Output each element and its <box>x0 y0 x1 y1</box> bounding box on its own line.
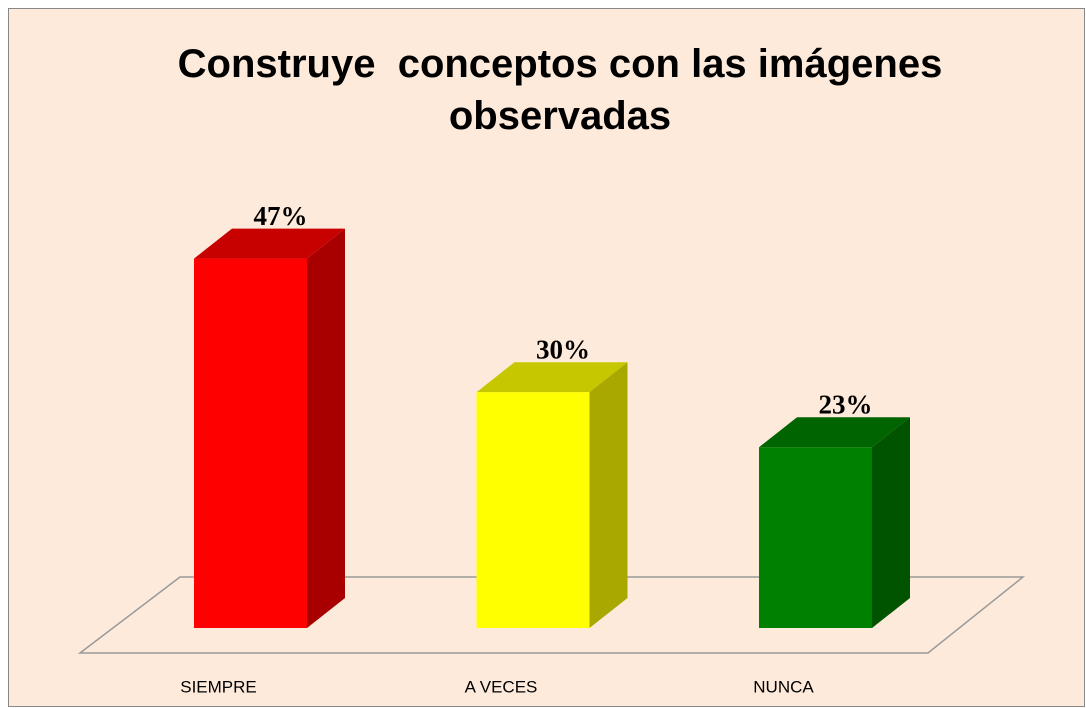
bar-side <box>872 417 910 628</box>
bar <box>476 392 590 628</box>
value-label: 30% <box>536 334 590 364</box>
category-label: A VECES <box>465 677 538 696</box>
category-label: NUNCA <box>753 677 814 696</box>
bar-side <box>307 228 345 628</box>
bar <box>194 258 307 628</box>
chart-title: Construye conceptos con las imágenes obs… <box>177 42 954 138</box>
value-label: 23% <box>819 389 873 419</box>
bar-side <box>589 362 628 628</box>
bar-top <box>194 228 345 259</box>
bar <box>759 447 872 628</box>
bar-top <box>476 362 628 393</box>
bar-top <box>759 417 910 448</box>
value-label: 47% <box>254 201 308 231</box>
floor <box>77 576 1026 654</box>
category-label: SIEMPRE <box>180 677 257 696</box>
